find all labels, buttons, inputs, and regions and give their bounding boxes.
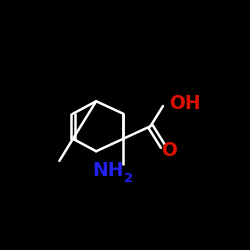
Text: OH: OH: [169, 94, 200, 113]
Text: O: O: [161, 141, 177, 160]
Text: 2: 2: [124, 172, 134, 186]
Text: NH: NH: [92, 161, 123, 180]
